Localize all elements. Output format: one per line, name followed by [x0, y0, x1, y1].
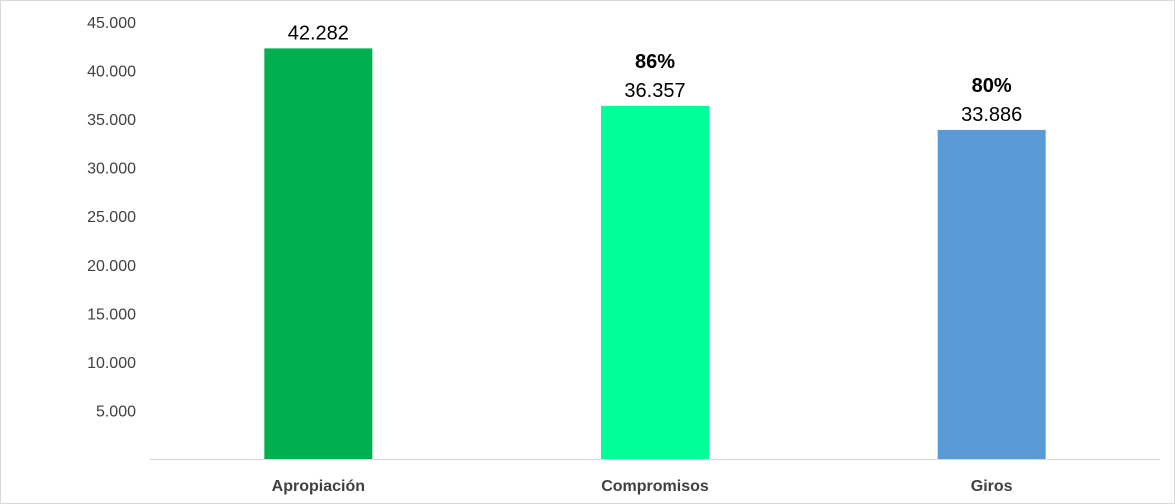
y-tick-label: 30.000 — [87, 161, 136, 178]
data-label-percent: 86% — [635, 51, 675, 73]
data-label-value: 36.357 — [624, 80, 685, 102]
y-tick-label: 40.000 — [87, 64, 136, 81]
y-tick-label: 20.000 — [87, 258, 136, 275]
x-tick-label: Apropiación — [272, 478, 365, 495]
y-axis: 5.000 10.000 15.000 20.000 25.000 30.000 35.00… — [87, 15, 136, 420]
y-tick-label: 35.000 — [87, 112, 136, 129]
data-label-value: 33.886 — [961, 104, 1022, 126]
bars-group: 42.282 36.357 86% 33.886 80% — [264, 22, 1046, 459]
data-label-value: 42.282 — [288, 22, 349, 44]
x-axis: Apropiación Compromisos Giros — [272, 478, 1013, 495]
y-tick-label: 25.000 — [87, 209, 136, 226]
y-tick-label: 15.000 — [87, 306, 136, 323]
y-tick-label: 10.000 — [87, 355, 136, 372]
bar-compromisos — [601, 105, 709, 459]
y-tick-label: 45.000 — [87, 15, 136, 32]
bar-giros — [937, 129, 1046, 459]
bar-apropiación — [264, 48, 373, 459]
x-tick-label: Compromisos — [601, 478, 709, 495]
y-tick-label: 5.000 — [96, 403, 136, 420]
x-tick-label: Giros — [971, 478, 1013, 495]
data-label-percent: 80% — [972, 75, 1012, 97]
